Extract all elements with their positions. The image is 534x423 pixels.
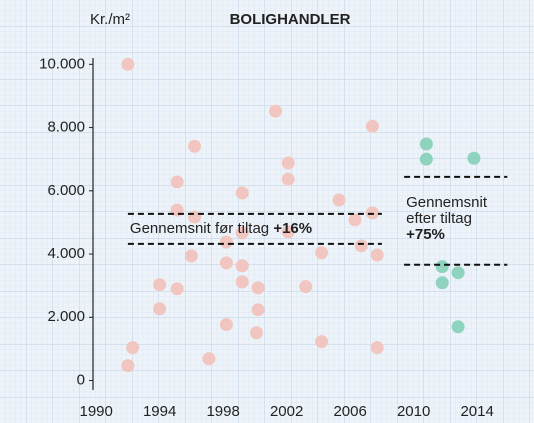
point — [126, 341, 140, 355]
point — [188, 139, 202, 153]
point — [435, 260, 449, 274]
point — [281, 172, 295, 186]
point — [370, 341, 384, 355]
point — [153, 278, 167, 292]
x-tick-label: 1998 — [206, 403, 239, 420]
point — [251, 281, 265, 295]
point — [451, 266, 465, 280]
point — [170, 175, 184, 189]
chart-title: BOLIGHANDLER — [230, 11, 351, 28]
point — [121, 57, 135, 71]
point — [348, 213, 362, 227]
annotation-text: Gennemsnit før tiltag — [130, 220, 273, 237]
annotation: Gennemsnit — [406, 194, 488, 211]
point — [235, 226, 249, 240]
point — [419, 137, 433, 151]
point — [170, 282, 184, 296]
point — [467, 151, 481, 165]
point — [419, 152, 433, 166]
y-tick-label: 6.000 — [47, 182, 85, 199]
point — [184, 249, 198, 263]
annotation: efter tiltag — [406, 210, 472, 227]
point — [281, 156, 295, 170]
y-tick-label: 2.000 — [47, 308, 85, 325]
x-tick-label: 2014 — [460, 403, 493, 420]
x-tick-label: 1990 — [79, 403, 112, 420]
point — [219, 318, 233, 332]
point — [315, 335, 329, 349]
point — [451, 320, 465, 334]
annotation: Gennemsnit før tiltag +16% — [130, 220, 312, 237]
point — [249, 326, 263, 340]
point — [121, 359, 135, 373]
x-tick-label: 2010 — [397, 403, 430, 420]
y-axis-label: Kr./m² — [90, 11, 130, 28]
point — [315, 246, 329, 260]
point — [299, 280, 313, 294]
point — [251, 303, 265, 317]
point — [370, 248, 384, 262]
point — [153, 302, 167, 316]
x-tick-label: 1994 — [143, 403, 176, 420]
y-tick-label: 4.000 — [47, 245, 85, 262]
point — [202, 352, 216, 366]
x-tick-label: 2006 — [333, 403, 366, 420]
point — [281, 225, 295, 239]
annotation-change: +16% — [273, 220, 312, 237]
point — [219, 235, 233, 249]
point — [235, 259, 249, 273]
point — [219, 256, 233, 270]
point — [354, 239, 368, 253]
y-tick-label: 10.000 — [39, 55, 85, 72]
point — [269, 104, 283, 118]
annotation-change: +75% — [406, 226, 445, 243]
point — [365, 119, 379, 133]
y-tick-label: 8.000 — [47, 119, 85, 136]
point — [435, 276, 449, 290]
y-tick-label: 0 — [77, 371, 85, 388]
x-tick-label: 2002 — [270, 403, 303, 420]
point — [235, 275, 249, 289]
point — [235, 186, 249, 200]
point — [332, 193, 346, 207]
